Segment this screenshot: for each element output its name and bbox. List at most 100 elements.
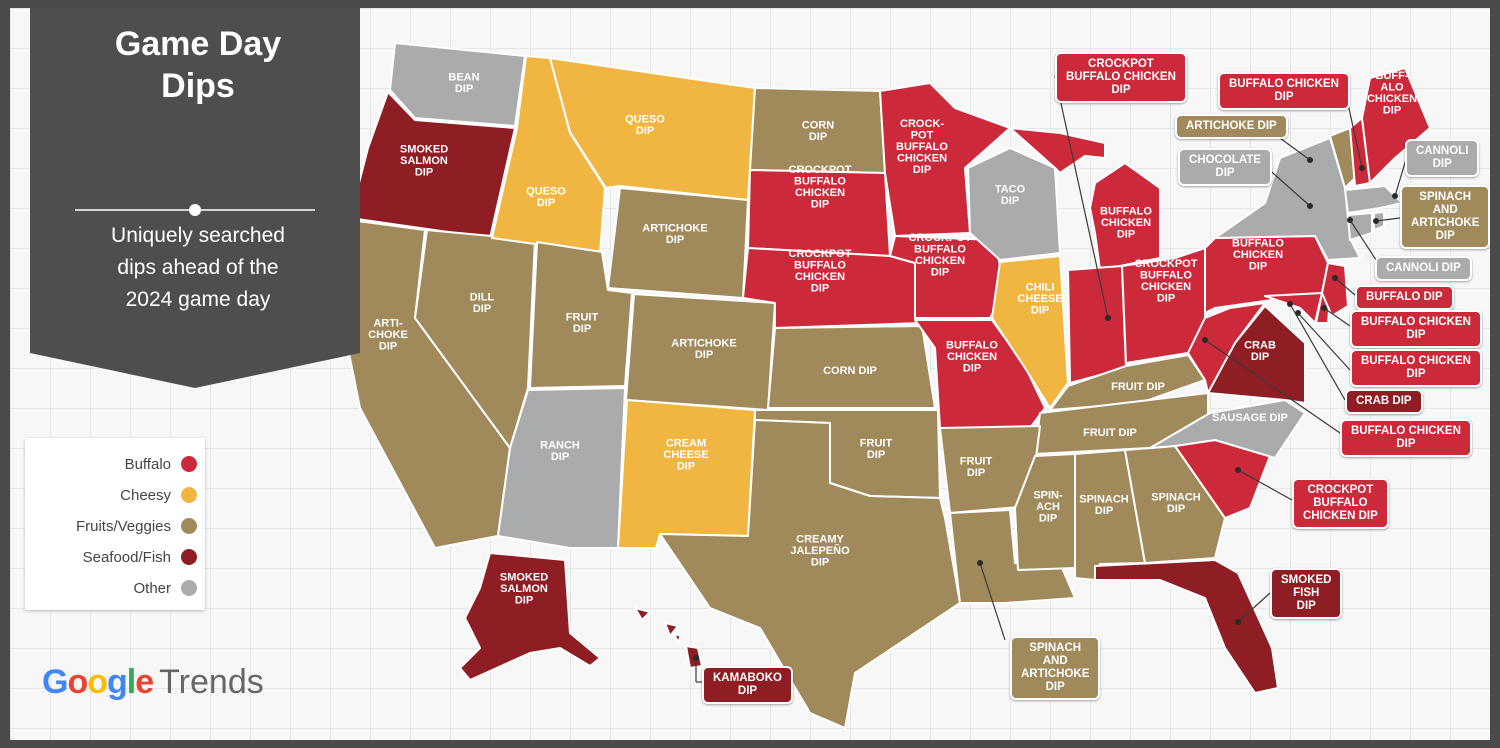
state-label-line: DIP — [677, 461, 695, 473]
state-label-minnesota: CROCK-POT BUFFALO CHICKEN DIP — [896, 118, 948, 176]
state-alaska — [459, 552, 601, 681]
state-label-line: DIP — [1157, 292, 1175, 304]
state-label-missouri: BUFFALO CHICKEN DIP — [946, 340, 998, 375]
state-label-line: FRUIT — [860, 437, 893, 449]
state-label-line: DIP — [666, 234, 684, 246]
state-label-virginia: CRAB DIP — [1244, 339, 1276, 363]
state-label-line: ACH — [1036, 501, 1060, 513]
callout-line: ARTICHOKE — [1411, 217, 1480, 229]
state-minnesota — [879, 82, 1011, 237]
state-label-line: CHICKEN — [897, 153, 947, 165]
legend-item-fruits-veggies: Fruits/Veggies — [25, 512, 197, 540]
state-label-line: CHICKEN — [795, 271, 845, 283]
callout-line: CHICKEN DIP — [1303, 510, 1378, 522]
state-indiana — [1067, 265, 1127, 384]
legend-swatch — [181, 487, 197, 503]
state-label-line: CORN — [802, 119, 834, 131]
callout-louisiana: SPINACH AND ARTICHOKE DIP — [1010, 636, 1101, 700]
legend-label: Buffalo — [124, 455, 171, 473]
state-label-line: DIP — [1095, 505, 1113, 517]
state-label-line: BUFFALO — [946, 340, 998, 352]
callout-line: DIP — [1435, 230, 1455, 242]
state-label-kentucky: FRUIT DIP — [1111, 381, 1165, 393]
callout-line: DIP — [1111, 84, 1131, 96]
state-florida — [1094, 559, 1279, 694]
callout-new-hampshire: BUFFALO CHICKEN DIP — [1218, 72, 1350, 110]
state-label-line: DIP — [811, 282, 829, 294]
callout-connecticut: SPINACH AND ARTICHOKE DIP — [1400, 185, 1490, 249]
title-line-2: Dips — [161, 67, 235, 105]
callout-west-virginia: BUFFALO CHICKEN DIP — [1340, 419, 1472, 457]
google-trends-logo: Google Trends — [42, 663, 264, 702]
legend-item-other: Other — [25, 574, 197, 602]
callout-line: CHOCOLATE — [1189, 154, 1261, 166]
state-label-line: CHICKEN — [1101, 217, 1151, 229]
title-banner: Game Day Dips Uniquely searched dips ahe… — [30, 8, 360, 393]
state-label-south-dakota: CROCKPOT BUFFALO CHICKEN DIP — [789, 164, 852, 211]
state-label-utah: FRUIT DIP — [566, 311, 599, 335]
callout-line: DIP — [1215, 167, 1235, 179]
state-label-line: CROCK- — [900, 118, 944, 130]
state-label-line: DIP — [1117, 229, 1135, 241]
callout-line: SPINACH — [1419, 191, 1472, 203]
banner-shape — [30, 8, 360, 388]
state-label-montana: QUESO DIP — [625, 113, 665, 137]
callout-line: DIP — [1432, 158, 1452, 170]
legend-swatch — [181, 456, 197, 472]
callout-line: DIP — [1296, 600, 1316, 612]
state-label-line: DIP — [1251, 351, 1269, 363]
legend-label: Seafood/Fish — [82, 548, 171, 566]
callout-south-carolina: CROCKPOT BUFFALO CHICKEN DIP — [1292, 478, 1389, 529]
page-title: Game Day Dips — [78, 23, 318, 107]
state-label-line: SPIN- — [1033, 490, 1063, 502]
callout-line: DIP — [1045, 681, 1065, 693]
callout-massachusetts: CANNOLI DIP — [1405, 139, 1480, 177]
state-label-line: CHICKEN — [947, 351, 997, 363]
state-label-line: BUFFALO — [1140, 269, 1192, 281]
state-label-nebraska: CROCKPOT BUFFALO CHICKEN DIP — [789, 248, 852, 295]
state-label-line: CROCKPOT — [789, 164, 852, 176]
state-label-line: BUFFALO — [1232, 238, 1284, 250]
callout-line: BUFFALO CHICKEN — [1361, 316, 1471, 328]
state-label-line: DIP — [867, 449, 885, 461]
state-label-pennsylvania: BUFFALO CHICKEN DIP — [1232, 238, 1284, 273]
state-massachusetts — [1344, 185, 1403, 214]
state-label-line: DIP — [811, 557, 829, 569]
state-label-line: BUFFALO — [794, 259, 846, 271]
state-label-line: DILL — [470, 291, 495, 303]
callout-district-of-columbia: CRAB DIP — [1345, 389, 1423, 414]
legend-swatch — [181, 549, 197, 565]
state-label-line: RANCH — [540, 439, 580, 451]
subtitle-line-1: Uniquely searched — [111, 224, 285, 247]
callout-vermont: ARTICHOKE DIP — [1175, 114, 1288, 139]
callout-line: BUFFALO CHICKEN — [1229, 78, 1339, 90]
state-label-line: FRUIT — [960, 455, 993, 467]
callout-line: AND — [1042, 655, 1068, 667]
state-label-line: CROCKPOT — [909, 232, 972, 244]
map-infographic: BEAN DIP SMOKED SALMON DIP QUESO DIP QUESO DIP AR… — [10, 8, 1490, 740]
state-label-wyoming: ARTICHOKE DIP — [642, 222, 707, 246]
state-north-carolina — [1149, 399, 1306, 459]
state-label-line: DIP — [963, 363, 981, 375]
state-label-line: POT — [911, 130, 934, 142]
state-label-line: FRUIT — [566, 311, 599, 323]
callout-line: DIP — [1274, 91, 1294, 103]
callout-new-york: CHOCOLATE DIP — [1178, 148, 1272, 186]
state-label-line: DIP — [1383, 104, 1401, 116]
state-label-line: JALEPEÑO — [790, 544, 850, 557]
state-label-line: DIP — [379, 341, 397, 353]
legend-item-seafood-fish: Seafood/Fish — [25, 543, 197, 571]
legend: Buffalo Cheesy Fruits/Veggies Seafood/Fi… — [25, 438, 205, 610]
state-label-line: DIP — [515, 595, 533, 607]
state-label-arizona: RANCH DIP — [540, 439, 580, 463]
state-label-line: CHICKEN — [1233, 249, 1283, 261]
state-label-line: CROCKPOT — [1135, 258, 1198, 270]
state-label-idaho: QUESO DIP — [526, 185, 566, 209]
callout-line: DIP — [1406, 368, 1426, 380]
callout-indiana: CROCKPOT BUFFALO CHICKEN DIP — [1055, 52, 1187, 103]
callout-line: CROCKPOT — [1088, 58, 1154, 70]
state-west-virginia — [1187, 302, 1266, 394]
state-utah — [529, 241, 633, 389]
